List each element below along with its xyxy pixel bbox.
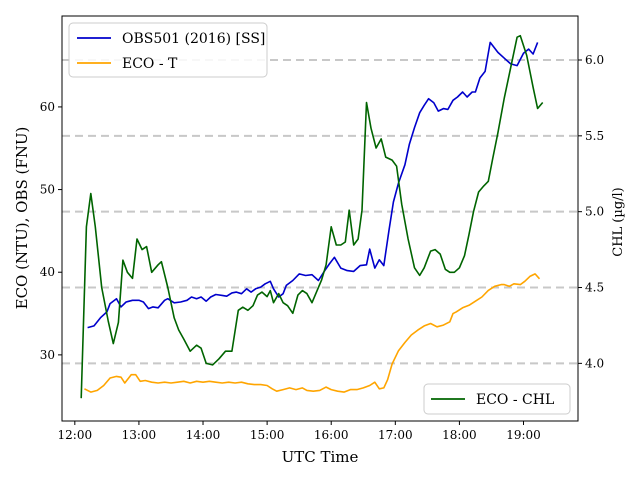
ticks-layer: 4.0 4.5 5.0 5.5 6.0 30 40 50 60 12:00 13:00 14:00 15… bbox=[40, 53, 604, 442]
x-axis-label: UTC Time bbox=[282, 448, 359, 466]
y-right-tick-label-1: 4.5 bbox=[585, 281, 604, 295]
legend-top-left: OBS501 (2016) [SS] ECO - T bbox=[68, 22, 268, 78]
y-left-tick-label-3: 60 bbox=[40, 100, 55, 114]
x-tick-label-6: 18:00 bbox=[442, 428, 477, 442]
x-tick-label-3: 15:00 bbox=[250, 428, 285, 442]
eco-chl-series-line bbox=[80, 34, 544, 399]
series-layer bbox=[80, 34, 544, 399]
obs501-series-line bbox=[87, 41, 539, 329]
legend-ecot-label: ECO - T bbox=[122, 56, 178, 72]
x-tick-label-0: 12:00 bbox=[58, 428, 93, 442]
eco-t-series-line bbox=[84, 273, 541, 393]
x-tick-label-4: 16:00 bbox=[314, 428, 349, 442]
y-left-tick-label-0: 30 bbox=[40, 348, 55, 362]
y-right-tick-label-4: 6.0 bbox=[585, 53, 604, 67]
plot-frame bbox=[61, 15, 579, 422]
y-left-tick-label-1: 40 bbox=[40, 265, 55, 279]
x-tick-label-1: 13:00 bbox=[122, 428, 157, 442]
legend-obs-label: OBS501 (2016) [SS] bbox=[122, 31, 265, 47]
y-axis-left-label: ECO (NTU), OBS (FNU) bbox=[13, 127, 31, 310]
x-tick-label-7: 19:00 bbox=[506, 428, 541, 442]
legend-top-box bbox=[68, 22, 268, 78]
y-right-tick-label-0: 4.0 bbox=[585, 356, 604, 370]
y-right-tick-label-3: 5.5 bbox=[585, 129, 604, 143]
y-right-tick-label-2: 5.0 bbox=[585, 205, 604, 219]
x-tick-label-5: 17:00 bbox=[378, 428, 413, 442]
legend-bottom-right: ECO - CHL bbox=[423, 383, 571, 415]
legend-bottom-box bbox=[423, 383, 571, 415]
y-left-tick-label-2: 50 bbox=[40, 183, 55, 197]
x-tick-label-2: 14:00 bbox=[186, 428, 221, 442]
y-axis-right-label: CHL (µg/l) bbox=[611, 187, 626, 257]
legend-chl-label: ECO - CHL bbox=[476, 392, 554, 408]
